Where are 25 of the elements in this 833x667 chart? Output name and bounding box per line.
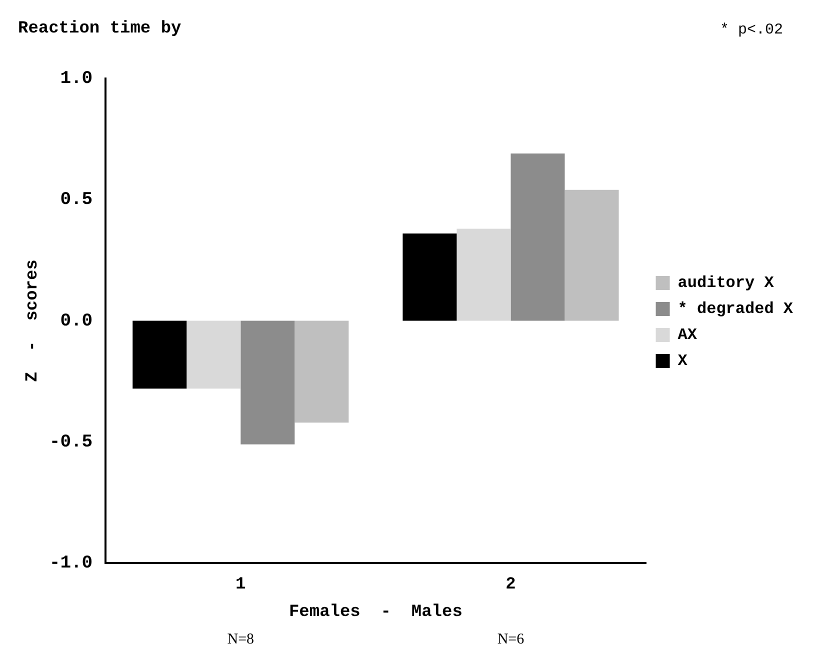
text: N=8 — [227, 631, 254, 648]
bar — [510, 154, 565, 321]
bar — [186, 320, 241, 389]
text: N=6 — [497, 631, 525, 648]
y-tick-label: -0.5 — [49, 432, 93, 453]
legend-label: AX — [678, 326, 698, 344]
y-axis-title: Z - scores — [23, 260, 42, 382]
x-axis-title: Females - Males — [288, 603, 462, 622]
y-tick-label: 0.0 — [60, 311, 93, 332]
text: * p<.02 — [720, 21, 783, 38]
y-tick-label: 0.5 — [60, 190, 93, 210]
legend-label: auditory X — [678, 274, 774, 292]
bar — [402, 234, 457, 321]
legend-label: * degraded X — [678, 300, 794, 318]
bar — [132, 320, 187, 389]
x-tick-label: 1 — [236, 576, 246, 595]
x-tick-label: 2 — [506, 576, 516, 595]
y-tick-label: 1.0 — [60, 68, 93, 89]
bar — [564, 190, 619, 321]
legend-label: X — [678, 352, 688, 370]
bar — [294, 320, 349, 423]
chart-title: Reaction time by — [18, 19, 182, 38]
y-tick-label: -1.0 — [49, 554, 93, 574]
bar — [456, 228, 511, 321]
bar — [240, 320, 295, 444]
